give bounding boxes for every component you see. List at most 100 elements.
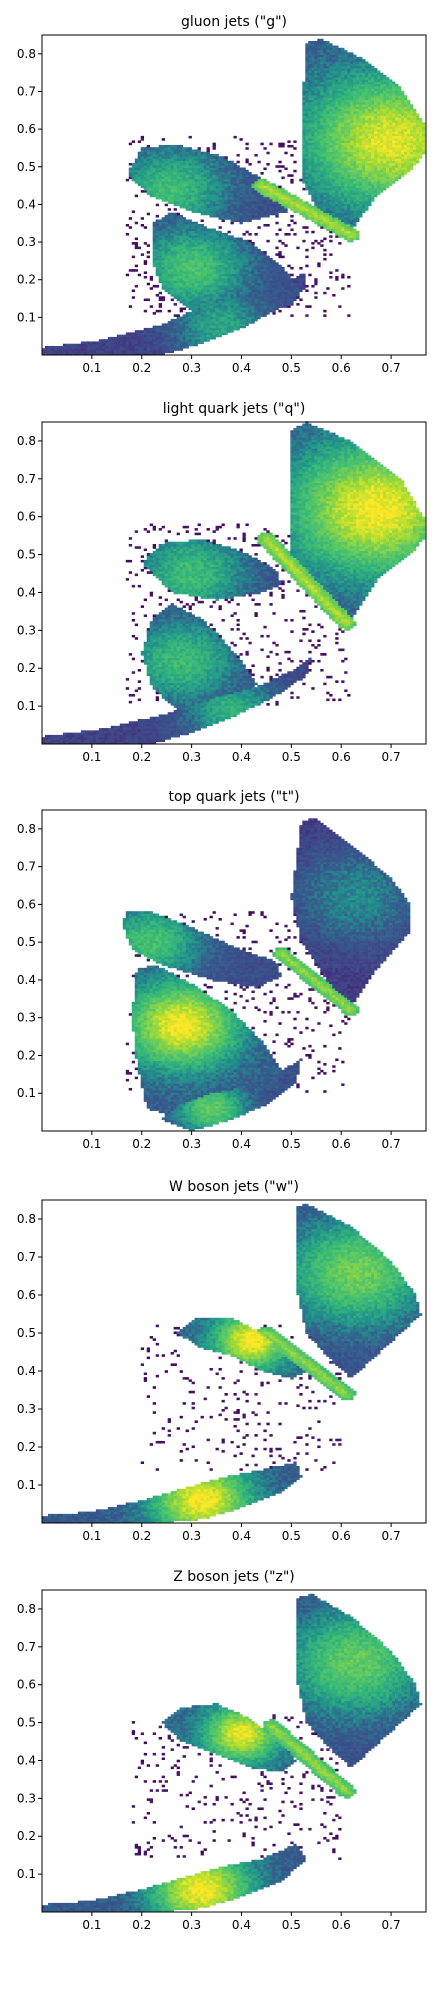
heatmap-cell (216, 312, 219, 315)
heatmap-cell (311, 122, 314, 125)
heatmap-cell (177, 195, 180, 198)
heatmap-cell (192, 267, 195, 270)
heatmap-cell (338, 168, 341, 171)
heatmap-cell (242, 186, 245, 189)
heatmap-cell (207, 177, 210, 180)
heatmap-cell (248, 181, 251, 184)
heatmap-cell (150, 163, 153, 166)
heatmap-cell (260, 206, 263, 209)
heatmap-cell (207, 308, 210, 311)
heatmap-cell (311, 88, 314, 91)
heatmap-cell (147, 348, 150, 351)
heatmap-cell (174, 172, 177, 175)
heatmap-cell (210, 181, 213, 184)
heatmap-cell (216, 301, 219, 304)
heatmap-cell (314, 138, 317, 141)
heatmap-cell (186, 242, 189, 245)
heatmap-cell (296, 285, 299, 288)
heatmap-cell (168, 240, 171, 243)
heatmap-cell (192, 287, 195, 290)
heatmap-cell (111, 341, 114, 344)
heatmap-cell (216, 177, 219, 180)
heatmap-cell (105, 350, 108, 353)
heatmap-cell (317, 75, 320, 78)
heatmap-cell (225, 330, 228, 333)
heatmap-cell (135, 158, 138, 161)
heatmap-cell (239, 199, 242, 202)
heatmap-cell (284, 280, 287, 283)
heatmap-cell (174, 287, 177, 290)
heatmap-cell (287, 296, 290, 299)
heatmap-cell (350, 140, 353, 143)
heatmap-cell (216, 321, 219, 324)
heatmap-cell (317, 82, 320, 85)
heatmap-cell (180, 224, 183, 227)
heatmap-cell (156, 183, 159, 186)
heatmap-cell (192, 249, 195, 252)
heatmap-cell (108, 344, 111, 347)
heatmap-cell (207, 276, 210, 279)
heatmap-cell (242, 215, 245, 218)
heatmap-cell (228, 165, 231, 168)
heatmap-cell (341, 190, 344, 193)
heatmap-cell (216, 190, 219, 193)
heatmap-cell (186, 226, 189, 229)
heatmap-cell (198, 168, 201, 171)
heatmap-cell (234, 305, 237, 308)
heatmap-cell (254, 186, 257, 189)
heatmap-cell (245, 283, 248, 286)
heatmap-cell (162, 195, 165, 198)
heatmap-cell (162, 244, 165, 247)
heatmap-cell (275, 271, 278, 274)
heatmap-cell (207, 213, 210, 216)
heatmap-cell (231, 314, 234, 317)
heatmap-cell (341, 204, 344, 207)
heatmap-cell (189, 170, 192, 173)
heatmap-cell (266, 204, 269, 207)
heatmap-cell (263, 197, 266, 200)
heatmap-cell (165, 192, 168, 195)
heatmap-cell (183, 192, 186, 195)
heatmap-cell (236, 192, 239, 195)
heatmap-cell (314, 50, 317, 53)
heatmap-cell (159, 341, 162, 344)
heatmap-cell (347, 186, 350, 189)
heatmap-cell (287, 140, 290, 143)
heatmap-cell (168, 161, 171, 164)
heatmap-cell (317, 206, 320, 209)
heatmap-cell (171, 344, 174, 347)
heatmap-cell (186, 235, 189, 238)
heatmap-cell (329, 61, 332, 64)
heatmap-cell (171, 262, 174, 265)
heatmap-cell (305, 86, 308, 89)
heatmap-cell (275, 186, 278, 189)
heatmap-cell (219, 332, 222, 335)
heatmap-cell (314, 104, 317, 107)
heatmap-cell (350, 204, 353, 207)
heatmap-cell (278, 283, 281, 286)
heatmap-cell (290, 201, 293, 204)
heatmap-cell (272, 278, 275, 281)
heatmap-cell (320, 134, 323, 137)
heatmap-cell (234, 210, 237, 213)
heatmap-cell (329, 97, 332, 100)
heatmap-cell (129, 226, 132, 229)
heatmap-cell (302, 287, 305, 290)
heatmap-cell (189, 258, 192, 261)
heatmap-cell (183, 346, 186, 349)
heatmap-cell (222, 170, 225, 173)
heatmap-cell (338, 86, 341, 89)
heatmap-cell (153, 346, 156, 349)
heatmap-cell (305, 104, 308, 107)
heatmap-cell (317, 199, 320, 202)
heatmap-cell (269, 283, 272, 286)
heatmap-cell (207, 289, 210, 292)
heatmap-cell (314, 190, 317, 193)
heatmap-cell (171, 332, 174, 335)
heatmap-cell (302, 136, 305, 139)
heatmap-cell (245, 219, 248, 222)
heatmap-cell (254, 253, 257, 256)
heatmap-cell (272, 197, 275, 200)
heatmap-cell (195, 242, 198, 245)
heatmap-cell (225, 292, 228, 295)
